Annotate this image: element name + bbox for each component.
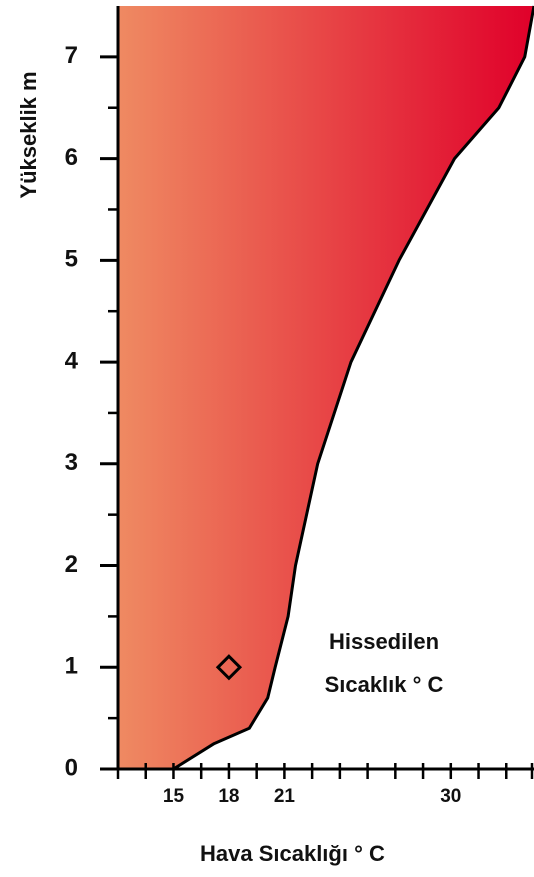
x-tick-label: 30 bbox=[440, 786, 461, 807]
x-tick-label: 21 bbox=[274, 786, 296, 807]
y-tick-label: 5 bbox=[65, 246, 78, 273]
y-tick-label: 4 bbox=[65, 347, 79, 374]
y-tick-label: 7 bbox=[65, 42, 78, 69]
annotation: Hissedilen bbox=[329, 629, 439, 654]
x-tick-label: 15 bbox=[163, 786, 185, 807]
annotation: Sıcaklık ° C bbox=[325, 672, 444, 697]
y-tick-label: 0 bbox=[65, 754, 78, 781]
area-fill bbox=[118, 6, 534, 769]
x-axis-label: Hava Sıcaklığı ° C bbox=[200, 841, 385, 866]
y-tick-label: 6 bbox=[65, 144, 78, 171]
y-tick-label: 3 bbox=[65, 449, 78, 476]
curve bbox=[172, 5, 534, 771]
y-tick-label: 1 bbox=[65, 653, 78, 680]
y-axis-label: Yükseklik m bbox=[16, 71, 41, 198]
marker bbox=[215, 654, 243, 681]
y-tick-label: 2 bbox=[65, 551, 78, 578]
x-tick-label: 18 bbox=[218, 786, 239, 807]
